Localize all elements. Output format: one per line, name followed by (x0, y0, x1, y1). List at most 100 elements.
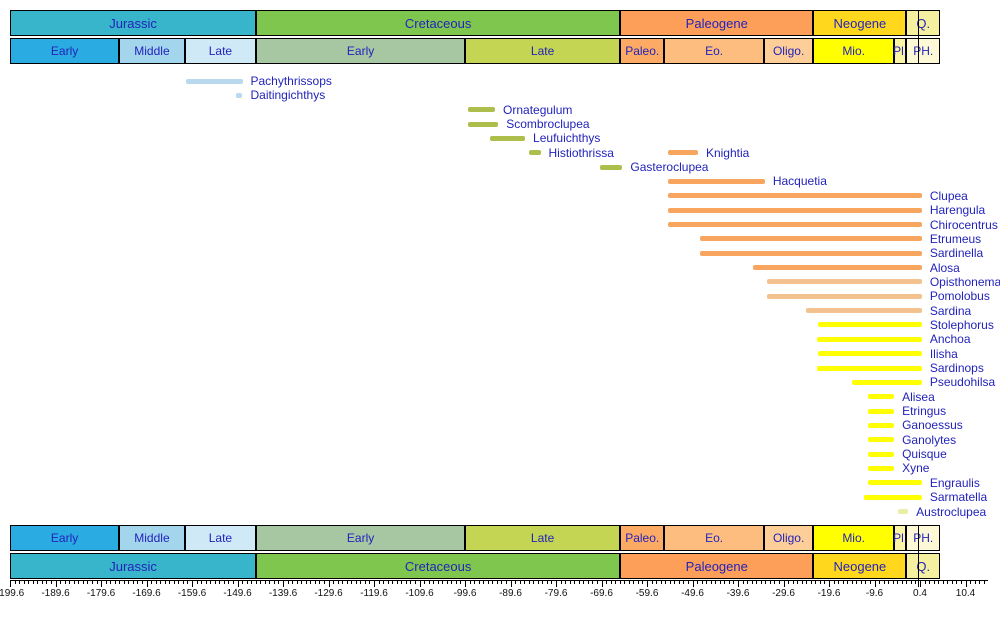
axis-minor-tick (810, 580, 812, 584)
taxon-label-chirocentrus[interactable]: Chirocentrus (929, 217, 998, 232)
epoch-cell-early[interactable]: Early (256, 38, 465, 64)
taxon-label-ganoessus[interactable]: Ganoessus (902, 418, 963, 433)
axis-tick-label: 10.4 (955, 588, 976, 599)
axis-minor-tick (187, 580, 189, 584)
taxon-label-sardinops[interactable]: Sardinops (929, 361, 984, 375)
axis-minor-tick (574, 580, 576, 584)
epoch-cell-late[interactable]: Late (465, 525, 621, 551)
axis-major-tick (874, 580, 876, 587)
axis-major-tick (237, 580, 239, 587)
taxon-label-ganolytes[interactable]: Ganolytes (902, 432, 957, 447)
epoch-cell-oligo[interactable]: Oligo. (763, 525, 814, 551)
period-cell-neogene[interactable]: Neogene (813, 553, 907, 579)
epoch-cell-late[interactable]: Late (184, 38, 257, 64)
epoch-cell-early[interactable]: Early (256, 525, 465, 551)
axis-major-tick (510, 580, 512, 587)
axis-minor-tick (983, 580, 985, 584)
period-cell-cretaceous[interactable]: Cretaceous (256, 553, 621, 579)
taxon-label-xyne[interactable]: Xyne (902, 461, 930, 476)
taxon-range-bar-xyne (868, 465, 895, 471)
axis-minor-tick (515, 580, 516, 584)
epoch-cell-oligo[interactable]: Oligo. (763, 38, 814, 64)
epoch-cell-late[interactable]: Late (465, 38, 621, 64)
period-label: Q. (916, 558, 931, 574)
epoch-label: Late (208, 531, 233, 545)
period-cell-jurassic[interactable]: Jurassic (10, 553, 257, 579)
axis-tick-label: -29.6 (772, 588, 795, 599)
period-cell-cretaceous[interactable]: Cretaceous (256, 10, 621, 36)
epoch-cell-early[interactable]: Early (10, 38, 120, 64)
epoch-cell-middle[interactable]: Middle (119, 525, 185, 551)
epoch-cell-paleo[interactable]: Paleo. (620, 525, 665, 551)
axis-minor-tick (701, 580, 703, 584)
axis-minor-tick (665, 580, 667, 584)
taxon-label-etringus[interactable]: Etringus (902, 404, 947, 419)
epoch-cell-middle[interactable]: Middle (119, 38, 185, 64)
period-cell-paleogene[interactable]: Paleogene (620, 553, 814, 579)
axis-minor-tick (182, 580, 184, 584)
taxon-label-quisque[interactable]: Quisque (902, 447, 947, 462)
epoch-cell-ph[interactable]: PH. (906, 38, 940, 64)
epoch-cell-pl[interactable]: Pl. (893, 38, 908, 64)
epoch-cell-paleo[interactable]: Paleo. (620, 38, 665, 64)
period-cell-paleogene[interactable]: Paleogene (620, 10, 814, 36)
axis-minor-tick (806, 580, 808, 584)
taxon-label-etrumeus[interactable]: Etrumeus (929, 231, 982, 246)
epoch-cell-mio[interactable]: Mio. (813, 38, 894, 64)
taxon-label-alisea[interactable]: Alisea (902, 389, 935, 404)
epoch-cell-pl[interactable]: Pl. (893, 525, 907, 551)
axis-minor-tick (201, 580, 203, 584)
taxon-label-harengula[interactable]: Harengula (929, 203, 986, 218)
period-cell-jurassic[interactable]: Jurassic (10, 10, 257, 36)
epoch-cell-mio[interactable]: Mio. (813, 525, 894, 551)
epoch-cell-eo[interactable]: Eo. (664, 38, 764, 64)
axis-minor-tick (687, 580, 689, 584)
taxon-label-scombroclupea[interactable]: Scombroclupea (506, 117, 590, 132)
taxon-label-clupea[interactable]: Clupea (929, 188, 968, 203)
taxon-label-daitingichthys[interactable]: Daitingichthys (250, 88, 326, 103)
epoch-label: Middle (134, 531, 170, 545)
period-cell-neogene[interactable]: Neogene (813, 10, 907, 36)
taxon-label-sardinella[interactable]: Sardinella (929, 246, 984, 261)
taxon-label-engraulis[interactable]: Engraulis (929, 475, 980, 490)
axis-minor-tick (915, 580, 917, 584)
taxon-label-ilisha[interactable]: Ilisha (929, 346, 958, 361)
taxon-label-opisthonema[interactable]: Opisthonema (929, 274, 1000, 289)
epoch-cell-ph[interactable]: PH. (906, 525, 940, 551)
axis-minor-tick (251, 580, 253, 584)
epoch-cell-eo[interactable]: Eo. (664, 525, 764, 551)
axis-minor-tick (669, 580, 671, 584)
taxon-label-ornategulum[interactable]: Ornategulum (503, 102, 573, 117)
period-cell-q[interactable]: Q. (906, 553, 940, 579)
axis-major-tick (965, 580, 967, 587)
axis-minor-tick (537, 580, 539, 584)
epoch-label: Pl. (893, 44, 908, 58)
axis-major-tick (55, 580, 57, 587)
axis-minor-tick (433, 580, 435, 584)
epoch-cell-late[interactable]: Late (184, 525, 257, 551)
axis-minor-tick (260, 580, 262, 584)
taxon-label-anchoa[interactable]: Anchoa (929, 332, 971, 347)
axis-minor-tick (801, 580, 803, 584)
taxon-label-hacquetia[interactable]: Hacquetia (772, 174, 827, 189)
axis-minor-tick (478, 580, 480, 584)
taxon-label-sarmatella[interactable]: Sarmatella (929, 490, 988, 505)
axis-ruler (10, 580, 988, 581)
epoch-cell-early[interactable]: Early (10, 525, 120, 551)
axis-minor-tick (255, 580, 257, 584)
taxon-label-gasteroclupea[interactable]: Gasteroclupea (630, 160, 709, 175)
taxon-label-pomolobus[interactable]: Pomolobus (929, 289, 990, 304)
taxon-label-alosa[interactable]: Alosa (929, 260, 960, 275)
taxon-label-pseudohilsa[interactable]: Pseudohilsa (929, 375, 996, 390)
axis-minor-tick (460, 580, 462, 584)
taxon-label-pachythrissops[interactable]: Pachythrissops (250, 74, 332, 88)
period-cell-q[interactable]: Q. (906, 10, 940, 36)
taxon-label-knightia[interactable]: Knightia (705, 145, 750, 160)
taxon-label-sardina[interactable]: Sardina (929, 303, 972, 318)
taxon-label-austroclupea[interactable]: Austroclupea (916, 504, 987, 519)
epoch-label: Late (530, 531, 555, 545)
taxon-label-stolephorus[interactable]: Stolephorus (929, 317, 994, 332)
taxon-label-leufuichthys[interactable]: Leufuichthys (533, 131, 601, 146)
taxon-label-histiothrissa[interactable]: Histiothrissa (548, 145, 614, 160)
axis-minor-tick (96, 580, 98, 584)
